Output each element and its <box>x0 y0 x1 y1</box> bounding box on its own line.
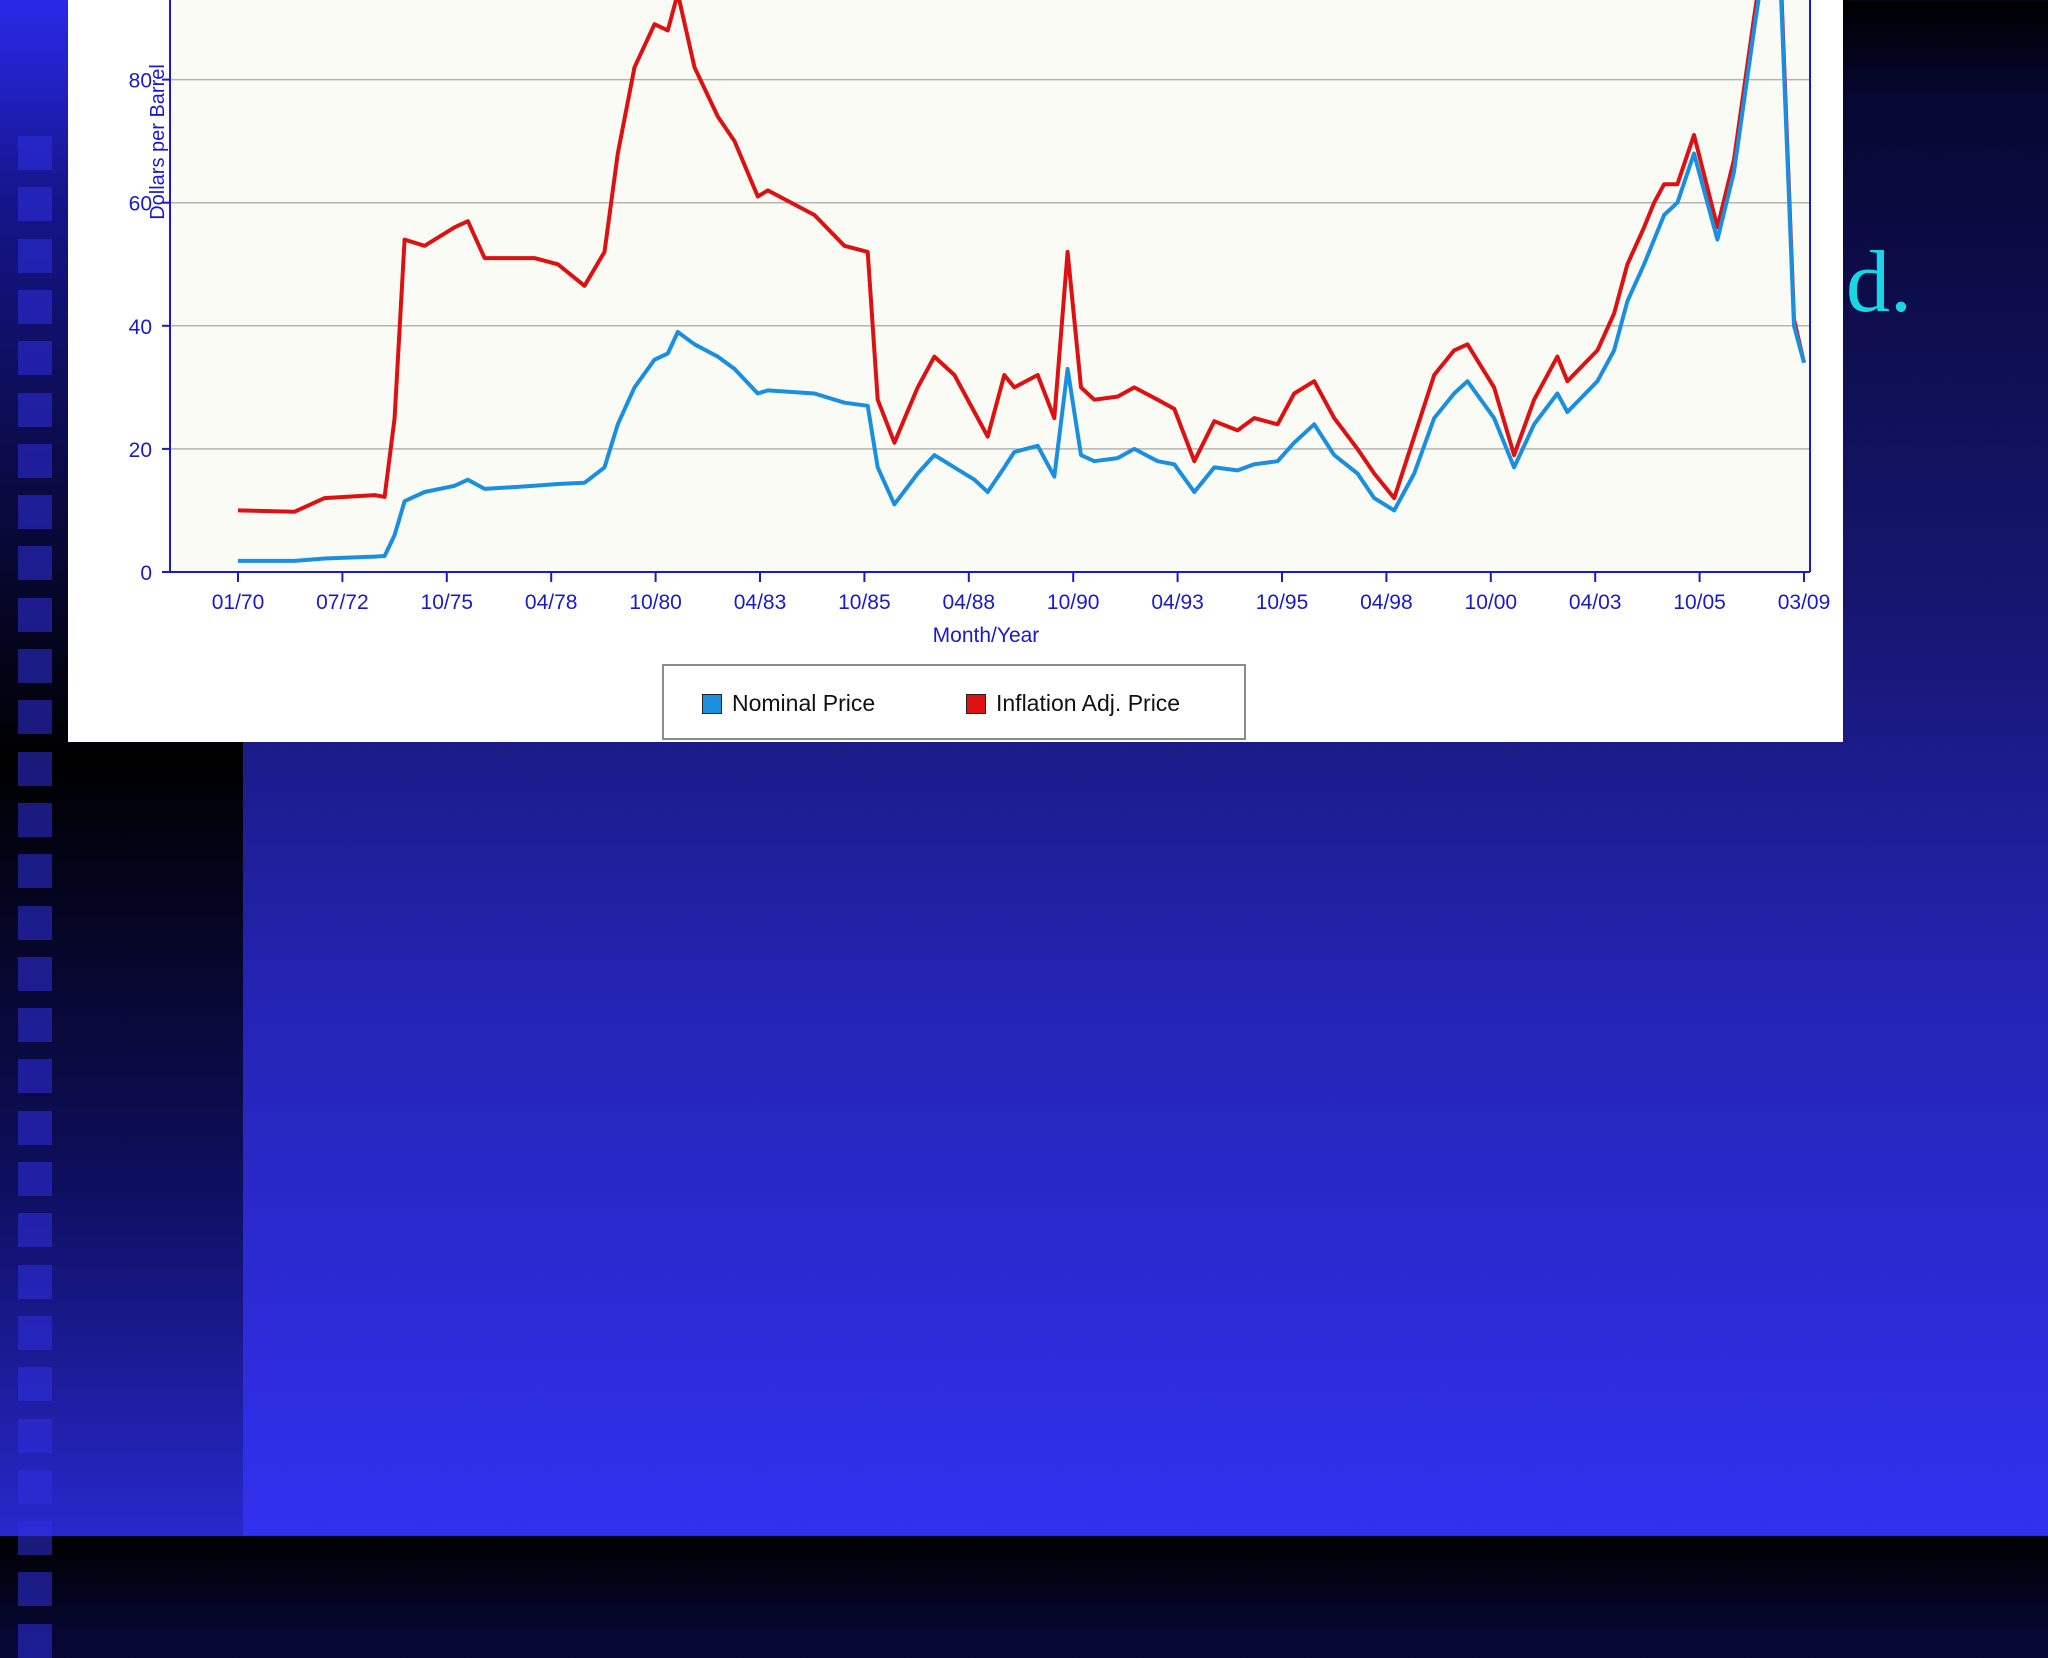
x-tick-label: 04/03 <box>1569 591 1622 614</box>
decoration-square <box>18 700 52 735</box>
legend-label-nominal: Nominal Price <box>732 690 876 716</box>
decoration-square <box>18 1008 52 1043</box>
plot-area <box>170 0 1816 572</box>
decoration-square <box>18 597 52 632</box>
decoration-square <box>18 854 52 889</box>
x-tick-label: 04/78 <box>525 591 578 614</box>
x-tick-label: 10/80 <box>629 591 682 614</box>
x-tick-label: 04/98 <box>1360 591 1413 614</box>
decoration-square <box>18 1162 52 1196</box>
decoration-square <box>18 956 52 991</box>
decoration-square <box>18 1059 52 1094</box>
y-tick-label: 0 <box>140 562 152 585</box>
decoration-square <box>18 1110 52 1145</box>
x-tick-label: 10/75 <box>421 591 474 614</box>
decoration-square <box>18 1264 52 1299</box>
chart-panel: 0 20 40 60 80 01/70 07/72 10/75 04/78 10/80 04/83… <box>68 0 1843 742</box>
decoration-square <box>18 649 52 683</box>
decoration-square <box>18 238 52 273</box>
x-tick-label: 10/85 <box>838 591 891 614</box>
decoration-square <box>18 1213 52 1248</box>
y-tick-label: 60 <box>129 193 152 216</box>
x-tick-label: 04/83 <box>734 591 787 614</box>
decoration-square <box>18 1521 52 1556</box>
x-axis-label: Month/Year <box>933 624 1040 647</box>
decoration-square <box>18 1315 52 1350</box>
decoration-square <box>18 289 52 324</box>
y-tick-label: 20 <box>129 439 152 462</box>
slide-text-fragment: d. <box>1846 234 1912 331</box>
x-tick-label: 10/90 <box>1047 591 1100 614</box>
decoration-square <box>18 1469 52 1504</box>
decoration-square <box>18 136 52 170</box>
decoration-square <box>18 1418 52 1453</box>
legend-swatch-inflation <box>966 693 986 714</box>
series-layer <box>237 0 1806 563</box>
x-tick-label: 01/70 <box>212 591 265 614</box>
x-tick-label: 04/93 <box>1151 591 1204 614</box>
legend-item-nominal: Nominal Price <box>702 690 875 717</box>
y-tick-label: 80 <box>129 70 152 93</box>
x-tick-label: 07/72 <box>316 591 369 614</box>
x-axis-ticks: 01/70 07/72 10/75 04/78 10/80 04/83 10/85 04/88… <box>212 572 1831 614</box>
decoration-square <box>18 802 52 837</box>
x-tick-label: 10/95 <box>1256 591 1309 614</box>
decoration-square <box>18 187 52 222</box>
y-axis-label: Dollars per Barrel <box>147 64 169 220</box>
chart-legend: Nominal Price Inflation Adj. Price <box>662 664 1246 740</box>
decoration-square <box>18 341 52 376</box>
series-line-nominal <box>238 0 1806 563</box>
x-tick-label: 04/88 <box>943 591 996 614</box>
decoration-square <box>18 392 52 427</box>
y-axis-ticks: 0 20 40 60 80 <box>129 70 170 585</box>
x-tick-label: 10/05 <box>1673 591 1726 614</box>
decoration-square <box>18 751 52 786</box>
oil-price-chart: 0 20 40 60 80 01/70 07/72 10/75 04/78 10/80 04/83… <box>129 0 1831 647</box>
decoration-square <box>18 905 52 940</box>
slide-decoration-squares <box>18 0 52 1658</box>
x-tick-label: 10/00 <box>1465 591 1518 614</box>
decoration-square <box>18 495 52 530</box>
decoration-square <box>18 1623 52 1658</box>
legend-swatch-nominal <box>702 693 722 714</box>
legend-item-inflation: Inflation Adj. Price <box>966 690 1180 717</box>
series-line-inflation <box>237 0 1806 514</box>
decoration-square <box>18 1572 52 1607</box>
decoration-square <box>18 1367 52 1402</box>
grid-lines <box>170 78 1810 450</box>
decoration-square <box>18 546 52 581</box>
x-tick-label: 03/09 <box>1778 591 1831 614</box>
decoration-square <box>18 443 52 478</box>
legend-label-inflation: Inflation Adj. Price <box>996 690 1181 716</box>
y-tick-label: 40 <box>129 316 152 339</box>
